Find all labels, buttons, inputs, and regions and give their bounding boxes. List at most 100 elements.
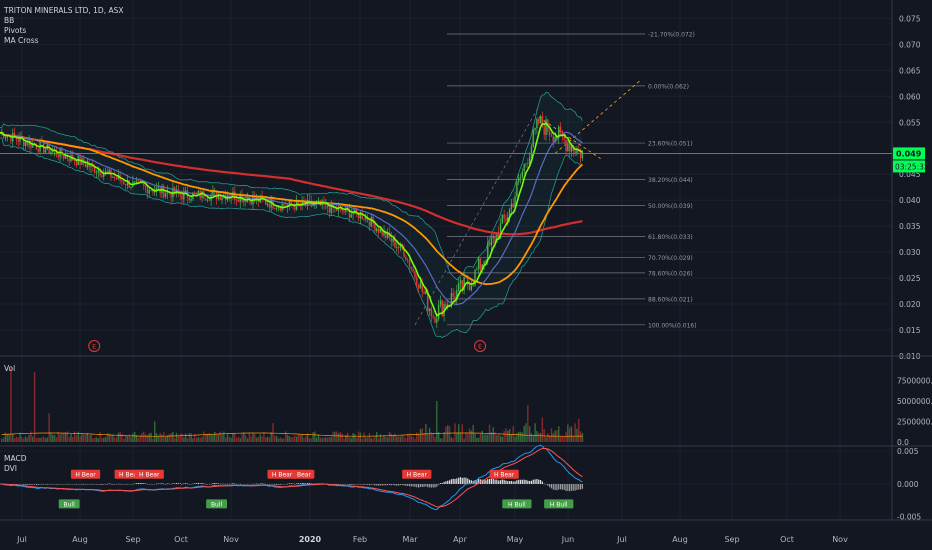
earnings-marker-label: E <box>92 343 96 351</box>
candle-body <box>452 293 454 297</box>
price-axis-tick-label: 0.020 <box>899 300 921 309</box>
candle-body <box>28 141 30 146</box>
candle-body <box>356 208 358 213</box>
fib-level-label: 88.60%(0.021) <box>648 296 693 303</box>
volume-bar <box>385 436 387 442</box>
macd-histogram-bar <box>12 483 14 485</box>
candle-body <box>581 151 584 159</box>
volume-bar <box>52 434 54 442</box>
macd-histogram-bar <box>23 483 25 485</box>
fib-level-label: 78.60%(0.026) <box>648 270 693 277</box>
macd-signal-label: H Bear <box>139 472 160 479</box>
macd-histogram-bar <box>86 483 88 485</box>
macd-histogram-bar <box>237 483 240 485</box>
volume-bar <box>365 437 367 442</box>
macd-histogram-bar <box>492 478 494 484</box>
candle-body <box>164 193 167 197</box>
volume-bar <box>241 434 243 442</box>
macd-signal-label: H Bear <box>75 472 96 479</box>
macd-histogram-bar <box>297 483 300 484</box>
candle-body <box>396 247 398 249</box>
volume-bar <box>568 427 571 442</box>
volume-bar <box>214 431 216 442</box>
fib-level-label: 61.80%(0.033) <box>648 234 693 241</box>
candle-body <box>370 217 372 227</box>
macd-histogram-bar <box>24 483 27 485</box>
volume-bar <box>412 436 414 442</box>
macd-histogram-bar <box>121 483 123 485</box>
volume-bar <box>421 428 423 442</box>
volume-bar <box>6 434 8 442</box>
volume-bar <box>99 432 101 442</box>
macd-histogram-bar <box>343 483 345 485</box>
price-axis-tick-label: 0.040 <box>899 196 921 205</box>
candle-body <box>86 163 89 168</box>
volume-bar <box>128 434 130 442</box>
symbol-title[interactable]: TRITON MINERALS LTD, 1D, ASX <box>4 6 124 15</box>
macd-histogram-bar <box>39 483 41 485</box>
macd-histogram-bar <box>148 483 150 485</box>
candle-body <box>539 116 542 124</box>
macd-pane-label[interactable]: MACD <box>4 454 27 463</box>
volume-bar <box>35 437 38 442</box>
volume-bar <box>41 437 43 442</box>
candle-body <box>19 136 21 142</box>
macd-histogram-bar <box>545 483 547 485</box>
indicator-bb-label[interactable]: BB <box>4 16 15 25</box>
macd-signal-tag <box>70 469 101 479</box>
volume-bar <box>550 428 553 442</box>
macd-histogram-bar <box>279 483 281 485</box>
volume-bar <box>277 438 280 442</box>
macd-histogram-bar <box>143 483 145 484</box>
candle-body <box>406 259 409 261</box>
candle-body <box>532 130 534 147</box>
volume-bar <box>372 438 374 442</box>
macd-signal-label: H Bull <box>550 501 568 508</box>
volume-bar <box>492 427 494 442</box>
volume-bar <box>354 433 356 442</box>
macd-histogram-bar <box>84 483 87 485</box>
macd-histogram-bar <box>203 483 205 485</box>
candle-body <box>423 291 425 294</box>
price-axis-tick-label: 0.060 <box>899 92 921 101</box>
candle-body <box>472 285 474 287</box>
macd-histogram-bar <box>146 483 149 485</box>
macd-histogram-bar <box>37 483 39 486</box>
indicator-ma-cross-label[interactable]: MA Cross <box>4 36 39 45</box>
candle-body <box>559 126 562 132</box>
volume-bar <box>405 438 407 442</box>
macd-histogram-bar <box>281 483 283 485</box>
macd-histogram-bar <box>210 483 212 485</box>
volume-bar <box>97 438 99 442</box>
macd-histogram-bar <box>427 483 429 488</box>
macd-signal-line <box>0 447 583 508</box>
candle-body <box>479 258 482 270</box>
volume-pane-label[interactable]: Vol <box>4 364 16 373</box>
macd-histogram-bar <box>558 483 560 490</box>
x-axis-tick-label: Sep <box>125 535 140 544</box>
volume-bar <box>124 435 127 442</box>
macd-histogram-bar <box>554 483 556 491</box>
volume-bar <box>183 437 185 442</box>
macd-histogram-bar <box>447 480 449 484</box>
indicator-pivots-label[interactable]: Pivots <box>4 26 27 35</box>
candle-body <box>290 200 292 206</box>
volume-bar <box>192 438 194 442</box>
volume-bar <box>239 438 241 442</box>
macd-histogram-bar <box>230 483 232 485</box>
macd-histogram-bar <box>157 483 159 484</box>
volume-bar <box>532 436 534 442</box>
macd-histogram-bar <box>337 483 340 485</box>
macd-histogram-bar <box>399 483 401 486</box>
price-axis-tick-label: 0.065 <box>899 66 921 75</box>
macd-histogram-bar <box>443 481 445 484</box>
dvi-pane-label[interactable]: DVI <box>4 464 17 473</box>
macd-histogram-bar <box>285 483 287 485</box>
volume-bar <box>521 432 524 442</box>
volume-bar <box>79 436 81 442</box>
volume-bar <box>144 434 147 442</box>
candle-body <box>317 200 320 203</box>
volume-bar <box>356 437 358 442</box>
volume-bar <box>135 435 138 442</box>
